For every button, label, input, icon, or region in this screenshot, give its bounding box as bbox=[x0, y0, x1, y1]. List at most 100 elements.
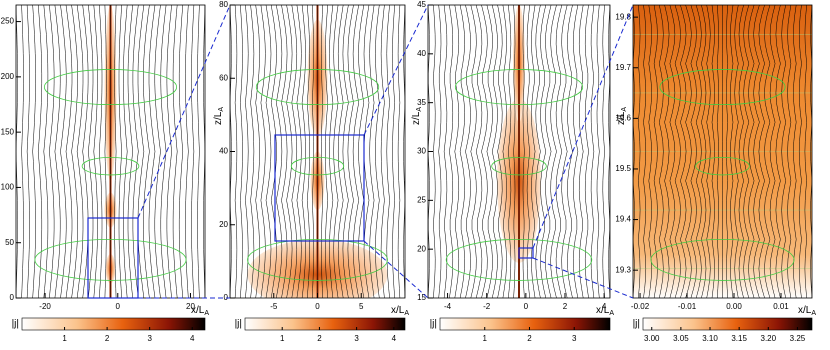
field-line bbox=[342, 5, 349, 298]
y-label-main: z/L bbox=[616, 111, 627, 125]
field-line bbox=[596, 5, 600, 298]
y-label-main: z/L bbox=[213, 111, 224, 125]
x-tick-label: 0 bbox=[116, 302, 121, 311]
y-tick-label: 19.4 bbox=[615, 215, 631, 224]
colorbar-tick-label: 2 bbox=[105, 334, 110, 343]
field-line bbox=[191, 5, 195, 298]
x-label-sub: A bbox=[811, 310, 816, 317]
field-line bbox=[250, 5, 255, 298]
field-line bbox=[638, 5, 641, 298]
field-line bbox=[234, 5, 238, 298]
zoom-box bbox=[518, 247, 534, 259]
field-line bbox=[160, 5, 167, 298]
colorbar-tick-label: 4 bbox=[190, 334, 195, 343]
field-line bbox=[123, 5, 128, 298]
field-line bbox=[502, 5, 507, 298]
x-tick-label: -5 bbox=[270, 302, 278, 311]
field-line bbox=[481, 5, 488, 298]
field-line bbox=[65, 5, 73, 298]
y-tick-label: 15 bbox=[417, 293, 426, 302]
field-line bbox=[798, 5, 802, 298]
colorbar-tick-label: 3 bbox=[147, 334, 152, 343]
x-axis-label: x/LA bbox=[191, 305, 209, 317]
field-line bbox=[54, 5, 61, 298]
field-line bbox=[82, 5, 89, 298]
y-axis-label: z/LA bbox=[411, 107, 423, 125]
field-line bbox=[555, 5, 563, 298]
field-line bbox=[561, 5, 568, 298]
zoom-connector bbox=[363, 4, 429, 136]
field-line bbox=[93, 5, 98, 298]
colorbar-tick-label: 3.20 bbox=[761, 334, 777, 343]
field-line bbox=[706, 5, 711, 298]
x-tick-label: -2 bbox=[483, 302, 491, 311]
field-line bbox=[16, 5, 18, 298]
field-line bbox=[716, 5, 719, 298]
field-line bbox=[321, 5, 323, 298]
field-line bbox=[573, 5, 579, 298]
y-tick-label: 20 bbox=[219, 220, 228, 229]
x-tick-label: 5 bbox=[359, 302, 364, 311]
x-label-main: x/L bbox=[798, 305, 812, 316]
panel bbox=[230, 5, 405, 298]
field-line bbox=[21, 5, 24, 298]
field-line bbox=[522, 5, 525, 298]
contour bbox=[290, 156, 345, 176]
field-line bbox=[333, 5, 339, 298]
field-line bbox=[43, 5, 49, 298]
colorbar bbox=[21, 317, 206, 331]
y-tick-label: 19.3 bbox=[615, 265, 631, 274]
contour bbox=[247, 239, 388, 281]
field-line bbox=[535, 5, 541, 298]
field-line bbox=[685, 5, 692, 298]
x-label-main: x/L bbox=[391, 305, 405, 316]
field-line bbox=[648, 5, 652, 298]
contour bbox=[491, 156, 547, 176]
field-line bbox=[475, 5, 483, 298]
field-line bbox=[550, 5, 557, 298]
field-line bbox=[114, 5, 117, 298]
x-tick-label: -0.02 bbox=[631, 302, 650, 311]
contour bbox=[445, 239, 593, 281]
field-line bbox=[166, 5, 172, 298]
x-label-sub: A bbox=[609, 310, 614, 317]
colorbar-tick-label: 3 bbox=[572, 334, 577, 343]
field-line bbox=[449, 5, 454, 298]
colorbar-tick-label: 3.15 bbox=[731, 334, 747, 343]
x-tick-label: -20 bbox=[39, 302, 51, 311]
y-label-sub: A bbox=[416, 107, 423, 112]
field-line bbox=[270, 5, 277, 298]
zoom-connector bbox=[363, 240, 429, 299]
y-tick-label: 80 bbox=[219, 0, 228, 9]
zoom-box bbox=[87, 217, 139, 299]
field-line bbox=[369, 5, 375, 298]
field-line bbox=[513, 5, 516, 298]
field-line bbox=[375, 5, 380, 298]
y-tick-label: 50 bbox=[5, 238, 14, 247]
field-line bbox=[491, 5, 498, 298]
field-line bbox=[748, 5, 755, 298]
field-line bbox=[329, 5, 334, 298]
field-line bbox=[680, 5, 687, 298]
colorbar-tick-label: 1 bbox=[280, 334, 285, 343]
x-tick-label: -4 bbox=[444, 302, 452, 311]
x-label-sub: A bbox=[404, 310, 409, 317]
y-tick-label: 200 bbox=[1, 72, 15, 81]
colorbar-label: |j| bbox=[430, 319, 437, 330]
y-tick-label: 19.5 bbox=[615, 164, 631, 173]
contour bbox=[659, 69, 786, 106]
field-line bbox=[643, 5, 647, 298]
y-tick-label: 35 bbox=[417, 98, 426, 107]
field-line bbox=[758, 5, 765, 298]
field-line bbox=[753, 5, 760, 298]
colorbar-label: |j| bbox=[12, 319, 19, 330]
field-line bbox=[358, 5, 365, 298]
field-line bbox=[526, 5, 530, 298]
colorbar-tick-label: 2 bbox=[317, 334, 322, 343]
field-line bbox=[185, 5, 189, 298]
field-line bbox=[743, 5, 750, 298]
field-line bbox=[306, 5, 310, 298]
field-line bbox=[301, 5, 306, 298]
zoom-connector bbox=[532, 4, 634, 249]
colorbar bbox=[244, 317, 406, 331]
